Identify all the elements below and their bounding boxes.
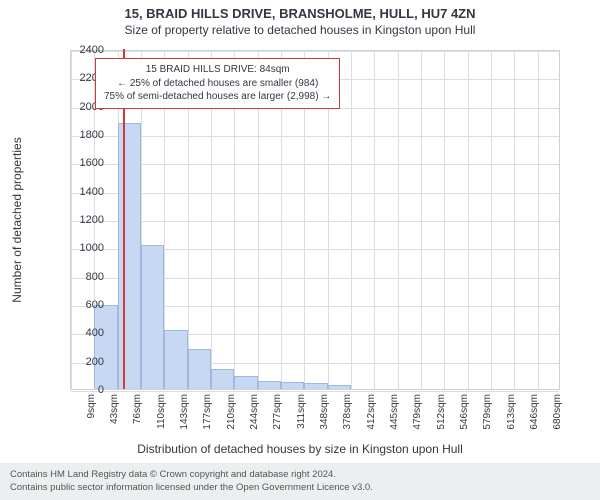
x-axis-label: Distribution of detached houses by size … (0, 442, 600, 456)
gridline-h (71, 136, 559, 137)
x-tick-label: 479sqm (412, 394, 423, 430)
y-axis-label: Number of detached properties (10, 137, 24, 302)
x-tick-label: 244sqm (249, 394, 260, 430)
gridline-v (374, 51, 375, 389)
y-tick-label: 1000 (64, 242, 104, 254)
x-tick-label: 43sqm (109, 394, 120, 424)
x-tick-label: 646sqm (529, 394, 540, 430)
x-tick-label: 680sqm (552, 394, 563, 430)
histogram-bar (164, 330, 187, 390)
gridline-v (421, 51, 422, 389)
gridline-h (71, 391, 559, 392)
histogram-bar (188, 349, 211, 389)
x-tick-label: 378sqm (342, 394, 353, 430)
y-tick-label: 1400 (64, 186, 104, 198)
x-tick-label: 76sqm (132, 394, 143, 424)
x-tick-label: 110sqm (156, 394, 167, 429)
x-tick-label: 512sqm (436, 394, 447, 430)
y-tick-label: 1800 (64, 129, 104, 141)
y-tick-label: 0 (64, 384, 104, 396)
annotation-line: 75% of semi-detached houses are larger (… (104, 90, 331, 104)
footer-line-1: Contains HM Land Registry data © Crown c… (10, 469, 590, 481)
x-tick-label: 210sqm (226, 394, 237, 430)
gridline-v (398, 51, 399, 389)
y-tick-label: 200 (64, 356, 104, 368)
histogram-bar (141, 245, 164, 390)
gridline-h (71, 51, 559, 52)
x-tick-label: 9sqm (86, 394, 97, 418)
x-tick-label: 546sqm (459, 394, 470, 430)
x-tick-label: 579sqm (482, 394, 493, 430)
y-tick-label: 400 (64, 327, 104, 339)
annotation-line: 15 BRAID HILLS DRIVE: 84sqm (104, 63, 331, 77)
x-tick-label: 277sqm (272, 394, 283, 430)
gridline-v (351, 51, 352, 389)
histogram-bar (281, 382, 304, 389)
gridline-v (444, 51, 445, 389)
histogram-bar (118, 123, 141, 389)
histogram-bar (304, 383, 327, 389)
x-tick-label: 412sqm (366, 394, 377, 430)
gridline-v (468, 51, 469, 389)
histogram-bar (211, 369, 234, 389)
chart-subtitle: Size of property relative to detached ho… (0, 21, 600, 37)
gridline-v (514, 51, 515, 389)
y-tick-label: 600 (64, 299, 104, 311)
histogram-bar (234, 376, 257, 389)
footer-attribution: Contains HM Land Registry data © Crown c… (0, 463, 600, 500)
x-tick-label: 348sqm (319, 394, 330, 430)
x-tick-label: 311sqm (296, 394, 307, 429)
y-tick-label: 1600 (64, 157, 104, 169)
gridline-h (71, 193, 559, 194)
property-annotation: 15 BRAID HILLS DRIVE: 84sqm← 25% of deta… (95, 58, 340, 109)
y-tick-label: 1200 (64, 214, 104, 226)
gridline-h (71, 221, 559, 222)
annotation-line: ← 25% of detached houses are smaller (98… (104, 77, 331, 91)
histogram-bar (328, 385, 351, 389)
gridline-v (538, 51, 539, 389)
histogram-bar (94, 305, 117, 389)
x-tick-label: 143sqm (179, 394, 190, 430)
x-tick-label: 177sqm (202, 394, 213, 430)
x-tick-label: 613sqm (506, 394, 517, 430)
gridline-h (71, 164, 559, 165)
y-tick-label: 2400 (64, 44, 104, 56)
footer-line-2: Contains public sector information licen… (10, 482, 590, 494)
y-tick-label: 800 (64, 271, 104, 283)
x-tick-label: 445sqm (389, 394, 400, 430)
gridline-v (491, 51, 492, 389)
chart-title-address: 15, BRAID HILLS DRIVE, BRANSHOLME, HULL,… (0, 0, 600, 21)
histogram-bar (258, 381, 281, 390)
